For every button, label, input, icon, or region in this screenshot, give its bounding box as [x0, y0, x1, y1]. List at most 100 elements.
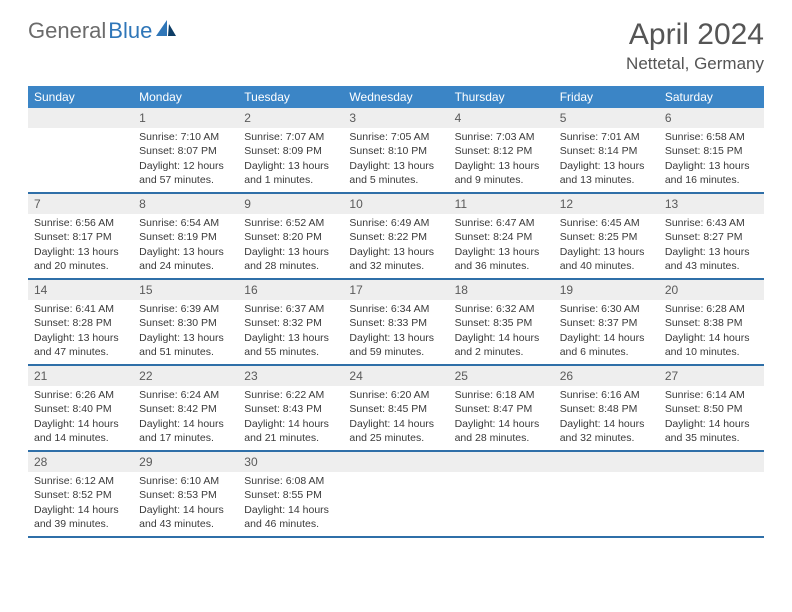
- sunrise-text: Sunrise: 6:24 AM: [139, 388, 232, 402]
- day-body: Sunrise: 6:08 AMSunset: 8:55 PMDaylight:…: [238, 472, 343, 535]
- day-number: 12: [554, 194, 659, 214]
- day-number: 13: [659, 194, 764, 214]
- daylight-text: Daylight: 13 hours and 51 minutes.: [139, 331, 232, 359]
- day-number: 5: [554, 108, 659, 128]
- sunset-text: Sunset: 8:17 PM: [34, 230, 127, 244]
- day-number: 2: [238, 108, 343, 128]
- day-body: Sunrise: 6:43 AMSunset: 8:27 PMDaylight:…: [659, 214, 764, 277]
- sunrise-text: Sunrise: 6:16 AM: [560, 388, 653, 402]
- day-body: Sunrise: 7:10 AMSunset: 8:07 PMDaylight:…: [133, 128, 238, 191]
- sunset-text: Sunset: 8:38 PM: [665, 316, 758, 330]
- day-number: 30: [238, 452, 343, 472]
- sunrise-text: Sunrise: 6:22 AM: [244, 388, 337, 402]
- daylight-text: Daylight: 14 hours and 28 minutes.: [455, 417, 548, 445]
- daylight-text: Daylight: 14 hours and 17 minutes.: [139, 417, 232, 445]
- day-body: Sunrise: 6:49 AMSunset: 8:22 PMDaylight:…: [343, 214, 448, 277]
- daylight-text: Daylight: 14 hours and 43 minutes.: [139, 503, 232, 531]
- weekday-header-row: SundayMondayTuesdayWednesdayThursdayFrid…: [28, 86, 764, 108]
- sunset-text: Sunset: 8:30 PM: [139, 316, 232, 330]
- sunset-text: Sunset: 8:14 PM: [560, 144, 653, 158]
- day-cell: 8Sunrise: 6:54 AMSunset: 8:19 PMDaylight…: [133, 194, 238, 278]
- sunset-text: Sunset: 8:07 PM: [139, 144, 232, 158]
- daylight-text: Daylight: 14 hours and 35 minutes.: [665, 417, 758, 445]
- sunset-text: Sunset: 8:40 PM: [34, 402, 127, 416]
- day-number: 25: [449, 366, 554, 386]
- day-number: 27: [659, 366, 764, 386]
- sunset-text: Sunset: 8:53 PM: [139, 488, 232, 502]
- day-number: 23: [238, 366, 343, 386]
- day-body: Sunrise: 6:10 AMSunset: 8:53 PMDaylight:…: [133, 472, 238, 535]
- daylight-text: Daylight: 13 hours and 24 minutes.: [139, 245, 232, 273]
- sunset-text: Sunset: 8:52 PM: [34, 488, 127, 502]
- sunrise-text: Sunrise: 7:03 AM: [455, 130, 548, 144]
- daylight-text: Daylight: 13 hours and 47 minutes.: [34, 331, 127, 359]
- sunset-text: Sunset: 8:43 PM: [244, 402, 337, 416]
- sunrise-text: Sunrise: 6:28 AM: [665, 302, 758, 316]
- calendar-page: GeneralBlue April 2024 Nettetal, Germany…: [0, 0, 792, 556]
- day-body: Sunrise: 6:30 AMSunset: 8:37 PMDaylight:…: [554, 300, 659, 363]
- week-row: 21Sunrise: 6:26 AMSunset: 8:40 PMDayligh…: [28, 366, 764, 452]
- day-cell: 10Sunrise: 6:49 AMSunset: 8:22 PMDayligh…: [343, 194, 448, 278]
- week-row: 7Sunrise: 6:56 AMSunset: 8:17 PMDaylight…: [28, 194, 764, 280]
- sunrise-text: Sunrise: 7:10 AM: [139, 130, 232, 144]
- sunset-text: Sunset: 8:35 PM: [455, 316, 548, 330]
- day-number: 19: [554, 280, 659, 300]
- logo-text-blue: Blue: [108, 18, 152, 44]
- day-body: Sunrise: 6:41 AMSunset: 8:28 PMDaylight:…: [28, 300, 133, 363]
- logo-text-general: General: [28, 18, 106, 44]
- day-cell: 13Sunrise: 6:43 AMSunset: 8:27 PMDayligh…: [659, 194, 764, 278]
- daylight-text: Daylight: 14 hours and 21 minutes.: [244, 417, 337, 445]
- day-body: Sunrise: 6:20 AMSunset: 8:45 PMDaylight:…: [343, 386, 448, 449]
- day-body: Sunrise: 6:24 AMSunset: 8:42 PMDaylight:…: [133, 386, 238, 449]
- sunset-text: Sunset: 8:45 PM: [349, 402, 442, 416]
- day-number: [554, 452, 659, 472]
- sunrise-text: Sunrise: 7:01 AM: [560, 130, 653, 144]
- daylight-text: Daylight: 14 hours and 6 minutes.: [560, 331, 653, 359]
- day-cell: 29Sunrise: 6:10 AMSunset: 8:53 PMDayligh…: [133, 452, 238, 536]
- sunset-text: Sunset: 8:20 PM: [244, 230, 337, 244]
- day-cell: 25Sunrise: 6:18 AMSunset: 8:47 PMDayligh…: [449, 366, 554, 450]
- day-number: 26: [554, 366, 659, 386]
- sunrise-text: Sunrise: 7:07 AM: [244, 130, 337, 144]
- day-body: Sunrise: 6:45 AMSunset: 8:25 PMDaylight:…: [554, 214, 659, 277]
- sunrise-text: Sunrise: 6:32 AM: [455, 302, 548, 316]
- sunset-text: Sunset: 8:37 PM: [560, 316, 653, 330]
- day-cell: 5Sunrise: 7:01 AMSunset: 8:14 PMDaylight…: [554, 108, 659, 192]
- day-body: Sunrise: 7:01 AMSunset: 8:14 PMDaylight:…: [554, 128, 659, 191]
- day-number: 1: [133, 108, 238, 128]
- sunrise-text: Sunrise: 6:47 AM: [455, 216, 548, 230]
- sunrise-text: Sunrise: 6:30 AM: [560, 302, 653, 316]
- day-number: 6: [659, 108, 764, 128]
- daylight-text: Daylight: 14 hours and 10 minutes.: [665, 331, 758, 359]
- daylight-text: Daylight: 13 hours and 55 minutes.: [244, 331, 337, 359]
- day-cell: 1Sunrise: 7:10 AMSunset: 8:07 PMDaylight…: [133, 108, 238, 192]
- day-cell: 3Sunrise: 7:05 AMSunset: 8:10 PMDaylight…: [343, 108, 448, 192]
- daylight-text: Daylight: 12 hours and 57 minutes.: [139, 159, 232, 187]
- sunrise-text: Sunrise: 6:08 AM: [244, 474, 337, 488]
- week-row: 14Sunrise: 6:41 AMSunset: 8:28 PMDayligh…: [28, 280, 764, 366]
- page-header: GeneralBlue April 2024 Nettetal, Germany: [28, 18, 764, 74]
- sunset-text: Sunset: 8:15 PM: [665, 144, 758, 158]
- day-body: Sunrise: 7:03 AMSunset: 8:12 PMDaylight:…: [449, 128, 554, 191]
- sunset-text: Sunset: 8:32 PM: [244, 316, 337, 330]
- day-body: Sunrise: 7:05 AMSunset: 8:10 PMDaylight:…: [343, 128, 448, 191]
- daylight-text: Daylight: 13 hours and 20 minutes.: [34, 245, 127, 273]
- day-cell: 26Sunrise: 6:16 AMSunset: 8:48 PMDayligh…: [554, 366, 659, 450]
- sunset-text: Sunset: 8:27 PM: [665, 230, 758, 244]
- week-row: 28Sunrise: 6:12 AMSunset: 8:52 PMDayligh…: [28, 452, 764, 538]
- day-body: Sunrise: 6:18 AMSunset: 8:47 PMDaylight:…: [449, 386, 554, 449]
- weekday-header: Tuesday: [238, 86, 343, 108]
- day-number: 18: [449, 280, 554, 300]
- weekday-header: Wednesday: [343, 86, 448, 108]
- sunrise-text: Sunrise: 6:18 AM: [455, 388, 548, 402]
- sunrise-text: Sunrise: 6:10 AM: [139, 474, 232, 488]
- sunset-text: Sunset: 8:28 PM: [34, 316, 127, 330]
- sunset-text: Sunset: 8:48 PM: [560, 402, 653, 416]
- sunrise-text: Sunrise: 6:58 AM: [665, 130, 758, 144]
- daylight-text: Daylight: 13 hours and 16 minutes.: [665, 159, 758, 187]
- day-number: 28: [28, 452, 133, 472]
- weekday-header: Sunday: [28, 86, 133, 108]
- day-body: Sunrise: 6:54 AMSunset: 8:19 PMDaylight:…: [133, 214, 238, 277]
- month-title: April 2024: [626, 18, 764, 52]
- sunset-text: Sunset: 8:55 PM: [244, 488, 337, 502]
